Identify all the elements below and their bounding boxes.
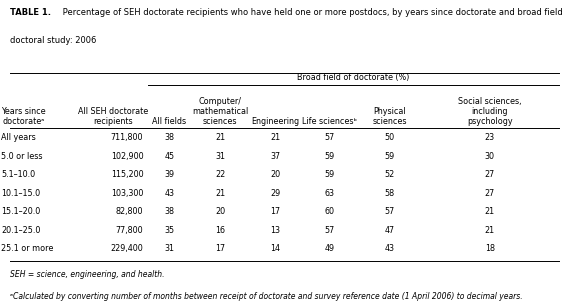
Text: 35: 35 [164, 226, 175, 235]
Text: 22: 22 [215, 170, 225, 179]
Text: 57: 57 [324, 133, 335, 142]
Text: 45: 45 [164, 152, 175, 161]
Text: 57: 57 [384, 207, 395, 216]
Text: 29: 29 [270, 189, 280, 198]
Text: 58: 58 [384, 189, 395, 198]
Text: Engineering: Engineering [251, 117, 299, 126]
Text: 102,900: 102,900 [111, 152, 143, 161]
Text: 59: 59 [324, 152, 335, 161]
Text: 20.1–25.0: 20.1–25.0 [1, 226, 40, 235]
Text: Life sciencesᵇ: Life sciencesᵇ [302, 117, 357, 126]
Text: 13: 13 [270, 226, 280, 235]
Text: All SEH doctorate
recipients: All SEH doctorate recipients [78, 107, 148, 126]
Text: 59: 59 [324, 170, 335, 179]
Text: 37: 37 [270, 152, 280, 161]
Text: 49: 49 [324, 245, 335, 253]
Text: ᵃCalculated by converting number of months between receipt of doctorate and surv: ᵃCalculated by converting number of mont… [10, 292, 523, 301]
Text: 43: 43 [384, 245, 395, 253]
Text: Broad field of doctorate (%): Broad field of doctorate (%) [297, 73, 410, 82]
Text: 63: 63 [325, 189, 334, 198]
Text: 77,800: 77,800 [116, 226, 143, 235]
Text: 15.1–20.0: 15.1–20.0 [1, 207, 40, 216]
Text: 103,300: 103,300 [111, 189, 143, 198]
Text: 25.1 or more: 25.1 or more [1, 245, 53, 253]
Text: 17: 17 [270, 207, 280, 216]
Text: 14: 14 [270, 245, 280, 253]
Text: 47: 47 [384, 226, 395, 235]
Text: 30: 30 [485, 152, 495, 161]
Text: 21: 21 [484, 207, 495, 216]
Text: 17: 17 [215, 245, 225, 253]
Text: Social sciences,
including
psychology: Social sciences, including psychology [458, 97, 522, 126]
Text: 31: 31 [215, 152, 225, 161]
Text: 18: 18 [485, 245, 495, 253]
Text: 115,200: 115,200 [111, 170, 143, 179]
Text: 59: 59 [384, 152, 395, 161]
Text: 229,400: 229,400 [111, 245, 143, 253]
Text: 5.0 or less: 5.0 or less [1, 152, 43, 161]
Text: 20: 20 [270, 170, 280, 179]
Text: Years since
doctorateᵃ: Years since doctorateᵃ [1, 107, 46, 126]
Text: All years: All years [1, 133, 36, 142]
Text: 60: 60 [325, 207, 334, 216]
Text: 52: 52 [384, 170, 395, 179]
Text: 20: 20 [215, 207, 225, 216]
Text: 38: 38 [165, 207, 174, 216]
Text: doctoral study: 2006: doctoral study: 2006 [10, 36, 97, 45]
Text: 21: 21 [215, 133, 225, 142]
Text: SEH = science, engineering, and health.: SEH = science, engineering, and health. [10, 270, 165, 279]
Text: 21: 21 [484, 226, 495, 235]
Text: 27: 27 [484, 170, 495, 179]
Text: 23: 23 [484, 133, 495, 142]
Text: 43: 43 [165, 189, 174, 198]
Text: Physical
sciences: Physical sciences [372, 107, 407, 126]
Text: Percentage of SEH doctorate recipients who have held one or more postdocs, by ye: Percentage of SEH doctorate recipients w… [60, 8, 562, 17]
Text: All fields: All fields [152, 117, 187, 126]
Text: 31: 31 [165, 245, 174, 253]
Text: 21: 21 [215, 189, 225, 198]
Text: 57: 57 [324, 226, 335, 235]
Text: 711,800: 711,800 [111, 133, 143, 142]
Text: 21: 21 [270, 133, 280, 142]
Text: 39: 39 [164, 170, 175, 179]
Text: 16: 16 [215, 226, 225, 235]
Text: TABLE 1.: TABLE 1. [10, 8, 51, 17]
Text: Computer/
mathematical
sciences: Computer/ mathematical sciences [192, 97, 248, 126]
Text: 50: 50 [384, 133, 395, 142]
Text: 38: 38 [165, 133, 174, 142]
Text: 82,800: 82,800 [116, 207, 143, 216]
Text: 27: 27 [484, 189, 495, 198]
Text: 5.1–10.0: 5.1–10.0 [1, 170, 35, 179]
Text: 10.1–15.0: 10.1–15.0 [1, 189, 40, 198]
